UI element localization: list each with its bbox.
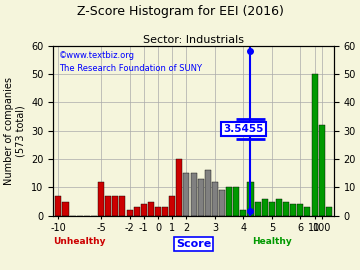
Bar [141,204,147,216]
Bar [283,201,289,216]
Bar [290,204,296,216]
Bar [134,207,140,216]
Title: Sector: Industrials: Sector: Industrials [143,35,244,45]
X-axis label: Score: Score [176,239,211,249]
Text: Z-Score Histogram for EEI (2016): Z-Score Histogram for EEI (2016) [77,5,283,18]
Bar [176,159,183,216]
Bar [226,187,232,216]
Bar [212,182,218,216]
Bar [233,187,239,216]
Bar [269,201,275,216]
Bar [326,207,332,216]
Bar [205,170,211,216]
Text: 3.5455: 3.5455 [223,124,264,134]
Text: ©www.textbiz.org: ©www.textbiz.org [59,51,135,60]
Bar [255,201,261,216]
Bar [98,182,104,216]
Bar [219,190,225,216]
Bar [247,182,253,216]
Bar [155,207,161,216]
Y-axis label: Number of companies
(573 total): Number of companies (573 total) [4,77,26,185]
Text: The Research Foundation of SUNY: The Research Foundation of SUNY [59,64,202,73]
Bar [169,196,175,216]
Text: Unhealthy: Unhealthy [54,237,106,246]
Bar [319,125,325,216]
Bar [63,201,68,216]
Bar [297,204,303,216]
Bar [198,179,204,216]
Bar [120,196,125,216]
Bar [240,210,246,216]
Bar [55,196,62,216]
Text: Healthy: Healthy [252,237,292,246]
Bar [190,173,197,216]
Bar [305,207,310,216]
Bar [162,207,168,216]
Bar [105,196,111,216]
Bar [184,173,189,216]
Bar [148,201,154,216]
Bar [126,210,132,216]
Bar [262,199,268,216]
Bar [112,196,118,216]
Bar [276,199,282,216]
Bar [311,74,318,216]
